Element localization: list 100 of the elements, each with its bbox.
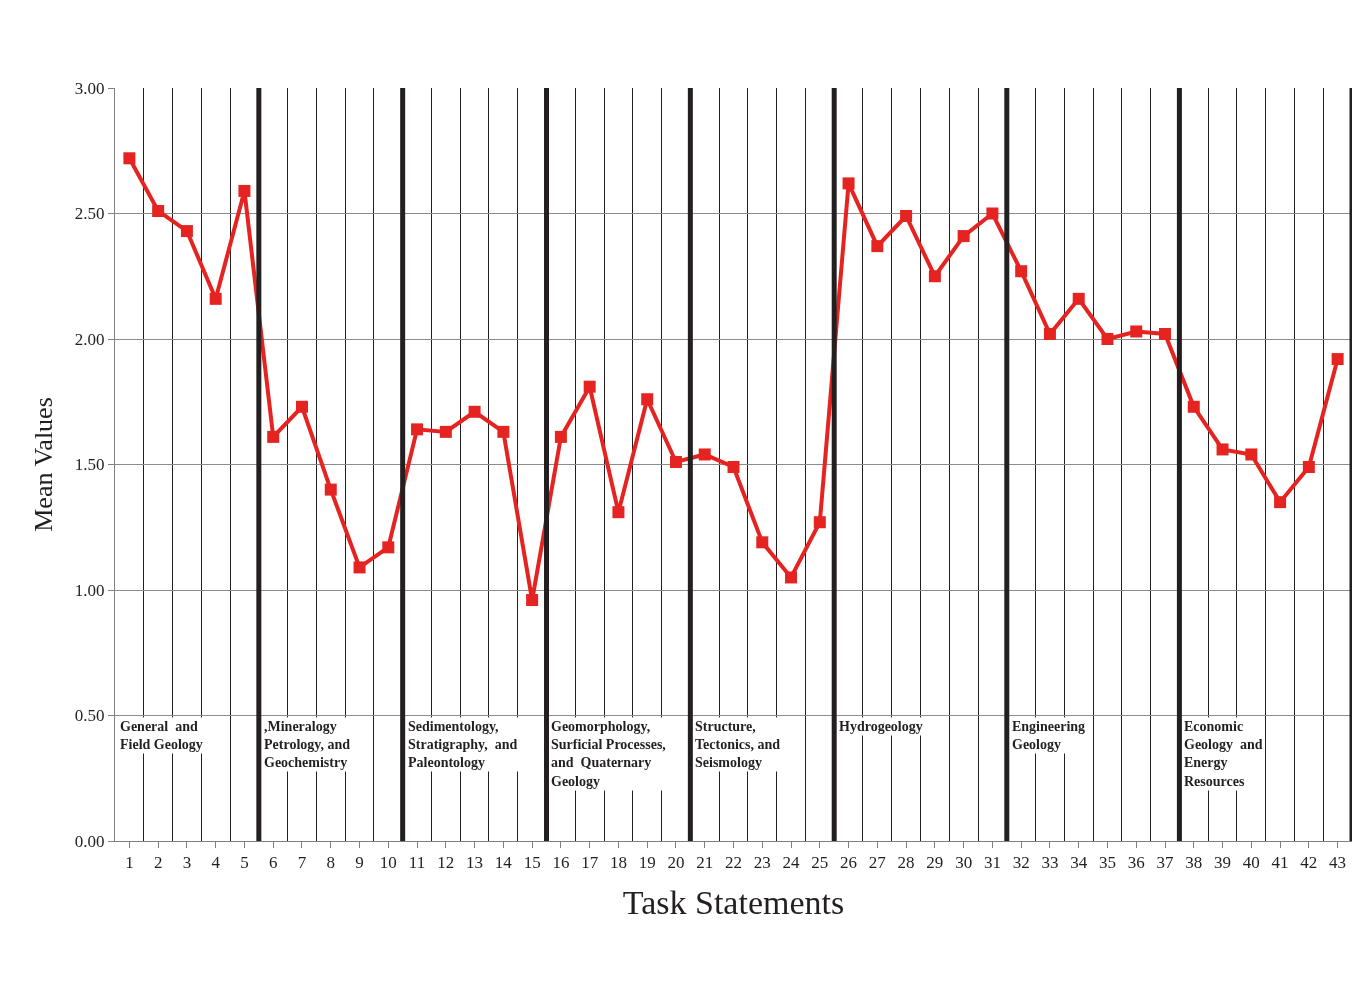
point	[411, 423, 424, 436]
x-tick-label: 25	[811, 853, 829, 873]
point	[928, 270, 941, 283]
point	[526, 594, 539, 607]
x-tick-label: 14	[494, 853, 513, 873]
x-tick-label: 41	[1271, 853, 1289, 873]
point	[1043, 327, 1056, 340]
point	[1245, 448, 1258, 461]
y-axis-title: Mean Values	[29, 397, 59, 532]
point	[756, 536, 769, 549]
x-tick-label: 7	[297, 853, 307, 873]
point	[152, 204, 165, 217]
point	[871, 240, 884, 253]
annotation: Hydrogeology	[839, 719, 923, 734]
x-tick-label: 42	[1300, 853, 1318, 873]
point	[1130, 325, 1143, 338]
x-tick-label: 21	[696, 853, 714, 873]
annotation: General and Field Geology	[120, 719, 203, 753]
x-tick-label: 8	[326, 853, 336, 873]
point	[986, 207, 999, 220]
x-tick-label: 24	[782, 853, 801, 873]
point	[382, 541, 395, 554]
point	[785, 571, 798, 584]
point	[813, 516, 826, 529]
x-tick-label: 23	[753, 853, 771, 873]
x-tick-label: 40	[1242, 853, 1260, 873]
x-tick-label: 35	[1098, 853, 1116, 873]
x-tick-label: 27	[868, 853, 887, 873]
point	[1015, 265, 1028, 278]
x-tick-label: 20	[667, 853, 685, 873]
x-tick-label: 6	[268, 853, 278, 873]
x-tick-label: 26	[840, 853, 858, 873]
x-axis-title: Task Statements	[622, 883, 845, 921]
x-tick-label: 38	[1185, 853, 1203, 873]
x-tick-label: 9	[355, 853, 364, 873]
x-tick-label: 37	[1156, 853, 1175, 873]
point	[1072, 292, 1085, 305]
y-tick-label: 2.00	[74, 329, 105, 349]
point	[468, 405, 481, 418]
x-tick-label: 4	[211, 853, 221, 873]
point	[1159, 327, 1172, 340]
annotation: Engineering Geology	[1012, 719, 1086, 753]
annotation: Structure, Tectonics, and Seismology	[695, 719, 781, 771]
point	[1331, 353, 1344, 366]
point	[1187, 400, 1200, 413]
point	[583, 380, 596, 393]
x-tick-label: 36	[1127, 853, 1145, 873]
x-tick-label: 19	[638, 853, 656, 873]
x-tick-label: 32	[1012, 853, 1030, 873]
point	[612, 506, 625, 519]
x-tick-label: 5	[240, 853, 249, 873]
x-tick-label: 43	[1329, 853, 1347, 873]
x-tick-label: 22	[725, 853, 742, 873]
point	[238, 184, 251, 197]
x-tick-label: 39	[1214, 853, 1232, 873]
point	[698, 448, 711, 461]
point	[123, 152, 136, 165]
x-tick-label: 1	[125, 853, 134, 873]
point	[180, 225, 193, 238]
x-tick-label: 3	[182, 853, 192, 873]
y-tick-label: 1.50	[74, 455, 105, 475]
point	[267, 430, 280, 443]
x-tick-label: 33	[1041, 853, 1059, 873]
x-tick-label: 30	[955, 853, 973, 873]
point	[1274, 496, 1287, 509]
point	[353, 561, 366, 574]
y-tick-label: 0.50	[74, 706, 105, 726]
point	[669, 455, 682, 468]
point	[439, 425, 452, 438]
x-tick-label: 28	[897, 853, 915, 873]
point	[497, 425, 510, 438]
x-tick-label: 11	[408, 853, 426, 873]
point	[1101, 333, 1114, 345]
point	[1216, 443, 1229, 456]
annotation: Sedimentology, Stratigraphy, and Paleontology	[408, 719, 518, 771]
x-tick-label: 12	[437, 853, 455, 873]
point	[641, 393, 654, 406]
point	[295, 400, 308, 413]
x-tick-label: 13	[466, 853, 484, 873]
x-tick-label: 16	[552, 853, 570, 873]
y-tick-label: 0.00	[74, 831, 105, 851]
point	[209, 292, 222, 305]
point	[957, 230, 970, 243]
point	[727, 461, 740, 474]
y-tick-label: 3.00	[74, 78, 105, 98]
x-tick-label: 18	[609, 853, 627, 873]
point	[554, 430, 567, 443]
x-tick-label: 34	[1070, 853, 1088, 873]
x-tick-label: 31	[983, 853, 1001, 873]
point	[842, 177, 855, 190]
x-tick-label: 15	[523, 853, 541, 873]
point	[900, 210, 913, 223]
y-tick-label: 2.50	[74, 204, 105, 224]
x-tick-label: 17	[581, 853, 599, 873]
point	[324, 483, 337, 496]
x-tick-label: 2	[153, 853, 163, 873]
y-tick-label: 1.00	[74, 580, 105, 600]
x-tick-label: 29	[926, 853, 944, 873]
annotation: Economic Geology and Energy Resources	[1184, 719, 1263, 789]
point	[1302, 461, 1315, 474]
